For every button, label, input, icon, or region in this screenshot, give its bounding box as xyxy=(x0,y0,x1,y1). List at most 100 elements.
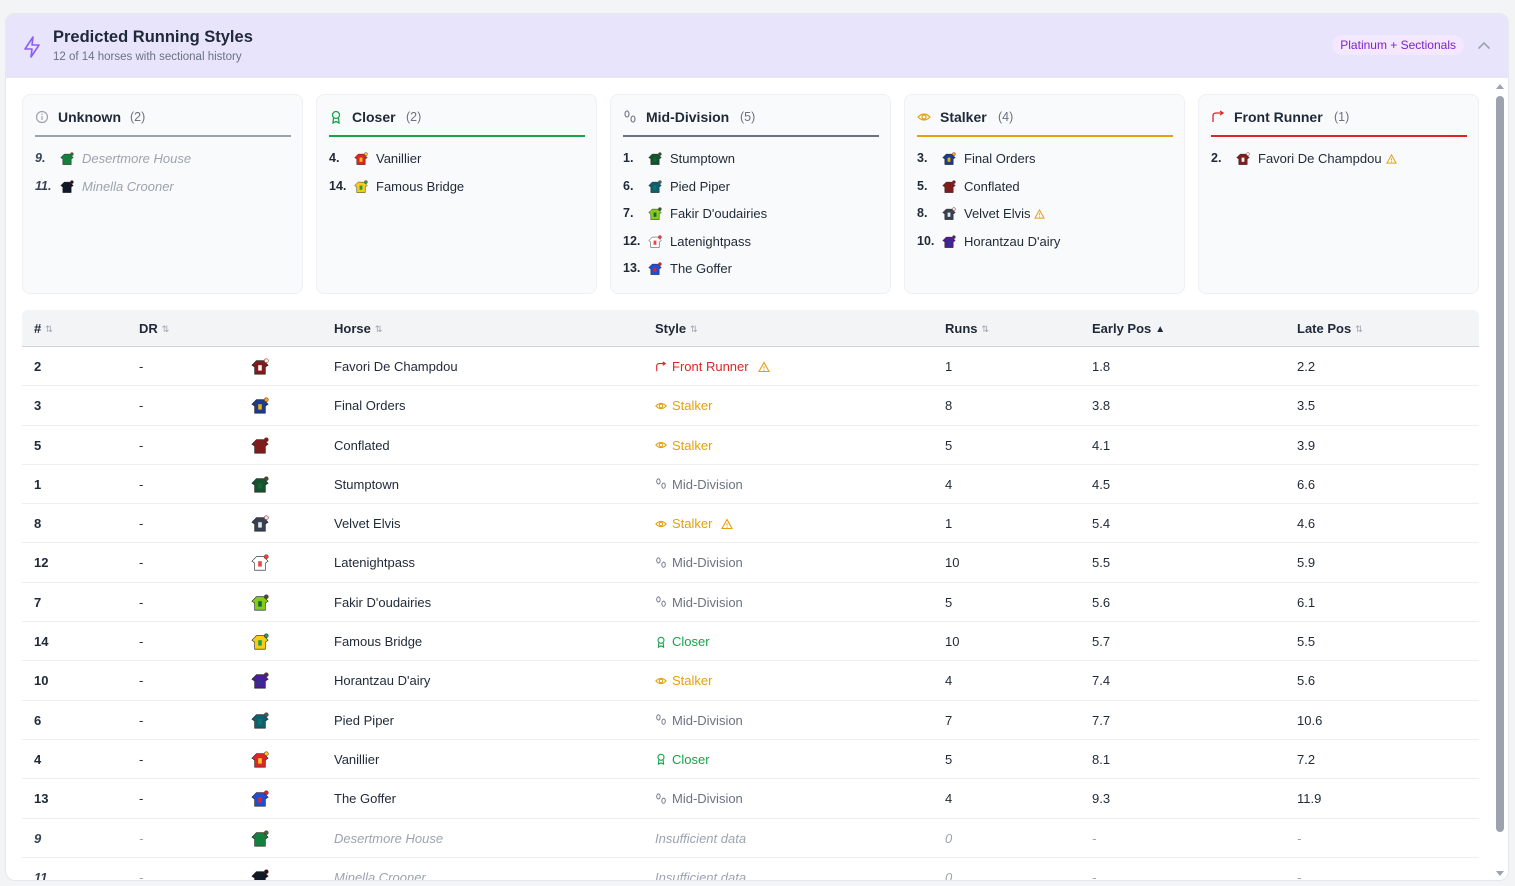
card-horse-item[interactable]: 12. Latenightpass xyxy=(623,233,879,261)
cell-early-pos: - xyxy=(1092,869,1097,881)
card-header: Mid-Division (5) xyxy=(623,108,879,137)
card-style-name: Stalker xyxy=(940,109,987,125)
card-horse-item[interactable]: 4. Vanillier xyxy=(329,150,585,178)
cell-horse[interactable]: Famous Bridge xyxy=(334,634,423,650)
card-horse-item[interactable]: 14. Famous Bridge xyxy=(329,178,585,206)
card-horse-item[interactable]: 1. Stumptown xyxy=(623,150,879,178)
cell-horse[interactable]: Conflated xyxy=(334,437,390,453)
col-header-late-pos[interactable]: Late Pos ⇅ xyxy=(1297,321,1363,336)
warning-icon xyxy=(721,518,734,529)
table-row[interactable]: 2 - Favori De Champdou Front Runner 1 1.… xyxy=(22,347,1479,387)
style-card-closer: Closer (2) 4. Vanillier 14. Famous Bridg… xyxy=(316,94,597,294)
card-horse-item[interactable]: 7. Fakir D'oudairies xyxy=(623,205,879,233)
horse-name: Final Orders xyxy=(964,151,1036,166)
col-header-runs[interactable]: Runs ⇅ xyxy=(945,321,990,336)
card-style-count: (2) xyxy=(406,110,422,124)
cell-horse[interactable]: The Goffer xyxy=(334,791,396,807)
info-circle-icon xyxy=(35,110,49,124)
cell-dr: - xyxy=(139,751,144,767)
jockey-silk-icon xyxy=(942,207,956,221)
horse-number: 6. xyxy=(623,178,634,193)
cell-late-pos: 4.6 xyxy=(1297,516,1316,532)
col-header-style[interactable]: Style ⇅ xyxy=(655,321,698,336)
footprints-icon xyxy=(655,478,667,490)
table-row[interactable]: 13 - The Goffer Mid-Division 4 9.3 11.9 xyxy=(22,779,1479,819)
cell-horse[interactable]: Desertmore House xyxy=(334,830,444,846)
cell-horse[interactable]: Favori De Champdou xyxy=(334,359,458,374)
vertical-scrollbar[interactable] xyxy=(1495,82,1505,878)
card-header: Closer (2) xyxy=(329,108,585,137)
cell-horse[interactable]: Vanillier xyxy=(334,751,380,767)
col-header-dr[interactable]: DR ⇅ xyxy=(139,321,170,336)
table-row[interactable]: 11 - Minella Crooner Insufficient data 0… xyxy=(22,858,1479,881)
award-icon xyxy=(655,636,667,648)
card-horse-item[interactable]: 10. Horantzau D'airy xyxy=(917,233,1173,261)
jockey-silk-icon xyxy=(942,235,956,249)
col-header-horse[interactable]: Horse ⇅ xyxy=(334,321,383,336)
cell-horse[interactable]: Final Orders xyxy=(334,398,406,414)
cell-horse[interactable]: Fakir D'oudairies xyxy=(334,594,432,610)
card-horse-item[interactable]: 3. Final Orders xyxy=(917,150,1173,178)
eye-icon xyxy=(917,110,931,124)
table-row[interactable]: 10 - Horantzau D'airy Stalker 4 7.4 5.6 xyxy=(22,661,1479,701)
cell-style: Stalker xyxy=(655,398,712,415)
cell-early-pos: 5.6 xyxy=(1092,594,1111,610)
panel-header[interactable]: Predicted Running Styles 12 of 14 horses… xyxy=(6,14,1508,78)
cell-dr: - xyxy=(139,398,144,414)
cell-style: Closer xyxy=(655,752,710,769)
card-horse-item[interactable]: 2. Favori De Champdou xyxy=(1211,150,1467,178)
col-header-early-pos[interactable]: Early Pos ▲ xyxy=(1092,321,1166,336)
scroll-down-arrow[interactable] xyxy=(1496,871,1504,876)
table-row[interactable]: 6 - Pied Piper Mid-Division 7 7.7 10.6 xyxy=(22,701,1479,740)
card-horse-item[interactable]: 6. Pied Piper xyxy=(623,178,879,206)
table-row[interactable]: 14 - Famous Bridge Closer 10 5.7 5.5 xyxy=(22,622,1479,662)
sort-icon: ⇅ xyxy=(690,324,698,334)
table-row[interactable]: 1 - Stumptown Mid-Division 4 4.5 6.6 xyxy=(22,465,1479,505)
table-body: 2 - Favori De Champdou Front Runner 1 1.… xyxy=(22,347,1479,881)
cell-horse[interactable]: Pied Piper xyxy=(334,712,394,728)
cell-early-pos: 9.3 xyxy=(1092,791,1111,807)
cell-horse[interactable]: Minella Crooner xyxy=(334,869,426,881)
cell-horse[interactable]: Stumptown xyxy=(334,476,400,492)
jockey-silk-icon xyxy=(251,633,269,651)
card-horse-item[interactable]: 9. Desertmore House xyxy=(35,150,291,178)
horse-number: 4. xyxy=(329,151,340,165)
col-header-number[interactable]: # ⇅ xyxy=(34,321,53,336)
table-row[interactable]: 9 - Desertmore House Insufficient data 0… xyxy=(22,819,1479,858)
jockey-silk-icon xyxy=(251,594,269,612)
chevron-up-icon[interactable] xyxy=(1477,38,1491,52)
cell-late-pos: 3.5 xyxy=(1297,398,1316,414)
cell-dr: - xyxy=(139,516,144,532)
running-styles-panel: Predicted Running Styles 12 of 14 horses… xyxy=(5,13,1509,881)
cell-horse[interactable]: Horantzau D'airy xyxy=(334,673,431,689)
table-row[interactable]: 4 - Vanillier Closer 5 8.1 7.2 xyxy=(22,740,1479,780)
horse-name: Desertmore House xyxy=(82,151,192,166)
table-row[interactable]: 12 - Latenightpass Mid-Division 10 5.5 5… xyxy=(22,543,1479,583)
scrollbar-thumb[interactable] xyxy=(1496,96,1504,832)
cell-horse[interactable]: Latenightpass xyxy=(334,555,415,571)
footprints-icon xyxy=(655,557,667,569)
cell-late-pos: 5.6 xyxy=(1297,673,1316,689)
cell-style: Mid-Division xyxy=(655,595,743,612)
card-horse-item[interactable]: 11. Minella Crooner xyxy=(35,178,291,206)
card-horse-item[interactable]: 8. Velvet Elvis xyxy=(917,205,1173,233)
table-row[interactable]: 7 - Fakir D'oudairies Mid-Division 5 5.6… xyxy=(22,583,1479,623)
cell-dr: - xyxy=(139,437,144,453)
card-horse-item[interactable]: 5. Conflated xyxy=(917,178,1173,206)
horse-number: 3. xyxy=(917,151,928,165)
horse-number: 1. xyxy=(623,151,634,165)
table-row[interactable]: 5 - Conflated Stalker 5 4.1 3.9 xyxy=(22,426,1479,465)
horse-name: Stumptown xyxy=(670,151,736,166)
table-row[interactable]: 3 - Final Orders Stalker 8 3.8 3.5 xyxy=(22,386,1479,426)
horse-number: 12. xyxy=(623,233,641,248)
card-horse-item[interactable]: 13. The Goffer xyxy=(623,260,879,288)
scroll-up-arrow[interactable] xyxy=(1496,84,1504,89)
table-row[interactable]: 8 - Velvet Elvis Stalker 1 5.4 4.6 xyxy=(22,504,1479,544)
jockey-silk-icon xyxy=(354,179,368,194)
cell-number: 8 xyxy=(34,516,42,532)
jockey-silk-icon xyxy=(251,476,269,494)
cell-horse[interactable]: Velvet Elvis xyxy=(334,516,401,532)
cell-runs: 1 xyxy=(945,359,953,374)
jockey-silk-icon xyxy=(251,397,269,415)
eye-icon xyxy=(655,400,667,412)
